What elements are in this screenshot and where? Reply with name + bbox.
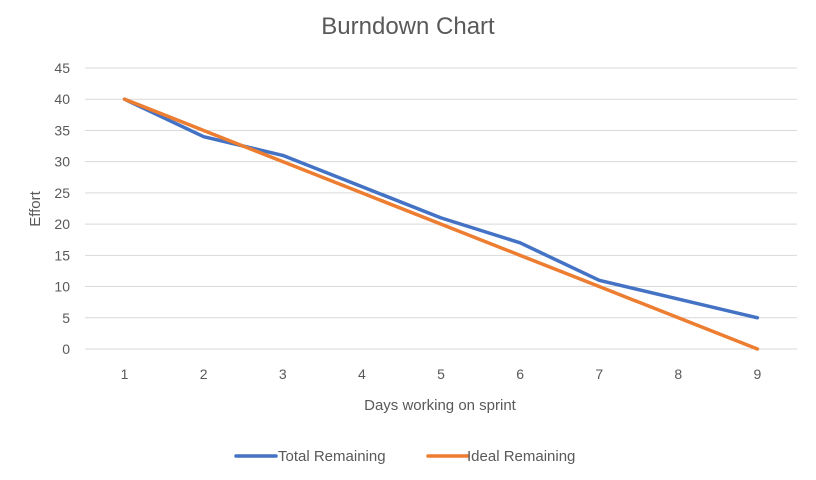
x-axis-label: Days working on sprint	[364, 397, 517, 414]
legend-label-total-remaining: Total Remaining	[278, 448, 386, 465]
legend: Total Remaining Ideal Remaining	[234, 448, 575, 465]
series-line-ideal-remaining	[122, 97, 760, 351]
y-tick-label: 5	[62, 310, 70, 326]
y-tick-label: 0	[62, 341, 70, 357]
x-tick-label: 6	[516, 366, 524, 382]
x-tick-label: 9	[754, 366, 762, 382]
y-tick-label: 30	[54, 154, 70, 170]
legend-label-ideal-remaining: Ideal Remaining	[467, 448, 575, 465]
gridlines	[85, 67, 797, 350]
y-tick-label: 35	[54, 122, 70, 138]
x-tick-label: 3	[279, 366, 287, 382]
y-tick-label: 10	[54, 279, 70, 295]
y-tick-label: 15	[54, 247, 70, 263]
y-tick-label: 40	[54, 91, 70, 107]
x-tick-label: 5	[437, 366, 445, 382]
chart-title: Burndown Chart	[321, 13, 495, 40]
x-tick-label: 1	[121, 366, 129, 382]
series-line-total-remaining	[122, 97, 760, 320]
x-tick-label: 7	[595, 366, 603, 382]
y-axis-label: Effort	[27, 190, 44, 226]
x-axis-ticks: 1 2 3 4 5 6 7 8 9	[121, 366, 762, 382]
x-tick-label: 2	[200, 366, 208, 382]
y-tick-label: 25	[54, 185, 70, 201]
x-tick-label: 8	[674, 366, 682, 382]
series-lines	[122, 97, 760, 351]
y-tick-label: 45	[54, 60, 70, 76]
y-axis-ticks: 0 5 10 15 20 25 30 35 40 45	[54, 60, 70, 357]
x-tick-label: 4	[358, 366, 366, 382]
y-tick-label: 20	[54, 216, 70, 232]
